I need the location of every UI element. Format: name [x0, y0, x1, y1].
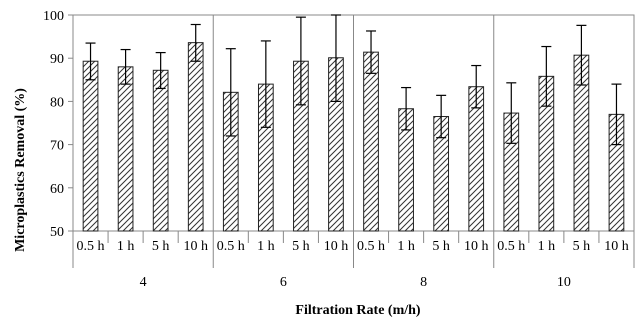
- category-label: 0.5 h: [497, 239, 525, 254]
- category-label: 10 h: [324, 239, 349, 254]
- y-axis-title: Microplastics Removal (%): [13, 88, 28, 252]
- bar: [117, 66, 134, 232]
- category-label: 1 h: [257, 239, 275, 254]
- category-label: 1 h: [397, 239, 415, 254]
- category-label: 0.5 h: [77, 239, 105, 254]
- category-label: 5 h: [292, 239, 310, 254]
- category-label: 10 h: [183, 239, 208, 254]
- category-label: 10 h: [464, 239, 489, 254]
- axes-layer: 50 60 70 80 90 100 0.5 h 1 h 5 h 10 h 4 0.5 h 1 h 5 h…: [43, 9, 629, 290]
- y-tick-label: 80: [50, 95, 64, 110]
- category-label: 5 h: [432, 239, 450, 254]
- y-tick-label: 60: [50, 182, 64, 197]
- plot-area: [72, 14, 635, 268]
- category-label: 10 h: [604, 239, 629, 254]
- group-label: 6: [280, 275, 287, 290]
- bars-layer: [82, 14, 625, 232]
- category-label: 1 h: [538, 239, 556, 254]
- category-label: 0.5 h: [357, 239, 385, 254]
- y-tick-label: 100: [43, 9, 64, 24]
- bar: [187, 42, 204, 232]
- y-tick-label: 90: [50, 52, 64, 67]
- y-tick-label: 70: [50, 139, 64, 154]
- category-label: 1 h: [117, 239, 135, 254]
- group-label: 8: [420, 275, 427, 290]
- y-tick-label: 50: [50, 225, 64, 240]
- category-label: 0.5 h: [217, 239, 245, 254]
- bar: [363, 51, 379, 232]
- category-label: 5 h: [152, 239, 170, 254]
- bar: [152, 69, 169, 232]
- group-label: 10: [557, 275, 571, 290]
- bar: [82, 60, 99, 232]
- category-label: 5 h: [573, 239, 591, 254]
- x-axis-title: Filtration Rate (m/h): [295, 303, 421, 318]
- group-label: 4: [140, 275, 147, 290]
